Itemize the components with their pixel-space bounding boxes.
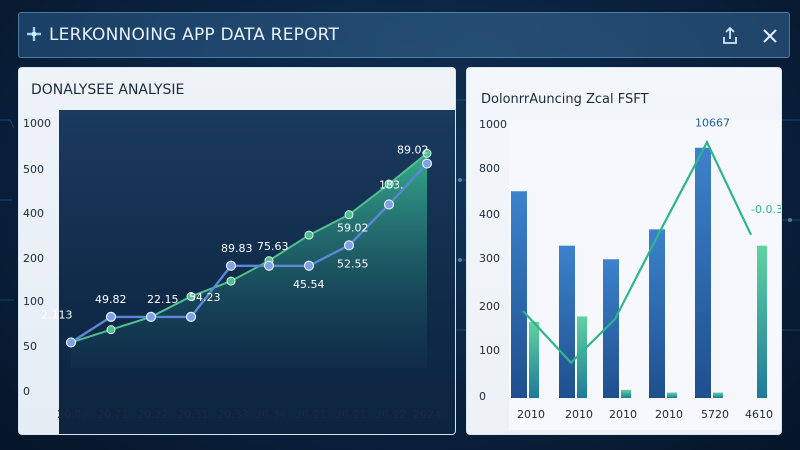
area-fill bbox=[71, 153, 427, 368]
x-tick-label: 2010 bbox=[565, 408, 593, 421]
data-point-green bbox=[344, 210, 354, 220]
y-tick-label: 500 bbox=[23, 163, 44, 176]
line-chart-title: DONALYSEE ANALYSIE bbox=[31, 82, 185, 98]
bar-green bbox=[577, 316, 587, 398]
data-point-blue bbox=[383, 199, 395, 210]
bar-chart-title: DolonrrAuncing Zcal FSFT bbox=[481, 92, 649, 107]
y-tick-label: 400 bbox=[23, 207, 44, 220]
data-point-blue bbox=[263, 260, 275, 271]
data-label: 52.55 bbox=[337, 257, 369, 270]
data-label: 75.63 bbox=[257, 240, 289, 253]
trend-line bbox=[522, 139, 752, 365]
y-tick-label: 400 bbox=[479, 208, 500, 221]
y-tick-label: 1000 bbox=[479, 118, 507, 131]
data-point-green bbox=[304, 230, 314, 240]
data-point-blue bbox=[225, 260, 237, 271]
data-point-blue bbox=[145, 311, 157, 322]
bar-chart-panel: DolonrrAuncing Zcal FSFT 1000 800 400 300 20… bbox=[466, 67, 782, 435]
y-tick-label: 800 bbox=[479, 162, 500, 175]
y-tick-label: 0 bbox=[479, 390, 486, 403]
data-label: 45.54 bbox=[293, 278, 325, 291]
y-tick-label: 200 bbox=[479, 300, 500, 313]
bar-green bbox=[757, 245, 767, 398]
data-label: 22.15 bbox=[147, 293, 179, 306]
x-tick-label: 20.22 bbox=[137, 408, 169, 421]
bar-blue bbox=[511, 191, 527, 398]
data-point-green bbox=[384, 179, 394, 189]
data-point-blue bbox=[343, 240, 355, 251]
data-point-green bbox=[106, 325, 116, 335]
x-tick-label: 5720 bbox=[701, 408, 729, 421]
data-point-blue bbox=[65, 337, 77, 348]
x-tick-label: 20.21 bbox=[335, 408, 367, 421]
data-point-blue bbox=[303, 260, 315, 271]
x-tick-label: 2010 bbox=[655, 408, 683, 421]
x-tick-label: 2010 bbox=[609, 408, 637, 421]
data-point-blue bbox=[105, 311, 117, 322]
bar-blue bbox=[559, 245, 575, 398]
x-tick-label: 20.34 bbox=[255, 408, 287, 421]
window-title: LERKONNOING APP DATA REPORT bbox=[49, 25, 340, 45]
data-label: 2.113 bbox=[41, 308, 73, 321]
data-label: 10667 bbox=[695, 116, 730, 129]
y-tick-label: 100 bbox=[479, 344, 500, 357]
bar-blue bbox=[603, 259, 619, 398]
data-label: 54.23 bbox=[189, 291, 221, 304]
close-icon[interactable] bbox=[759, 25, 781, 47]
data-label: 59.02 bbox=[337, 221, 369, 234]
data-label: 183. bbox=[379, 178, 404, 191]
bar-green bbox=[621, 389, 631, 398]
bar-blue bbox=[649, 229, 665, 398]
y-tick-label: 50 bbox=[23, 340, 37, 353]
share-icon[interactable] bbox=[719, 25, 741, 47]
series-line-blue bbox=[70, 162, 428, 344]
x-tick-label: 20.22 bbox=[375, 408, 407, 421]
data-label: 49.82 bbox=[95, 293, 127, 306]
series-line-green bbox=[70, 152, 428, 344]
line-chart-panel: DONALYSEE ANALYSIE 1000 500 400 200 100 50 0 20… bbox=[18, 67, 456, 435]
bar-green bbox=[529, 321, 539, 398]
y-tick-label: 200 bbox=[23, 252, 44, 265]
x-tick-label: 2024 bbox=[413, 408, 441, 421]
title-bar: LERKONNOING APP DATA REPORT bbox=[18, 12, 790, 58]
x-tick-label: 2010 bbox=[517, 408, 545, 421]
bar-green bbox=[667, 392, 677, 398]
y-tick-label: 100 bbox=[23, 295, 44, 308]
bar-plot-area bbox=[509, 120, 781, 430]
y-tick-label: 1000 bbox=[23, 117, 51, 130]
x-tick-label: 20.21 bbox=[295, 408, 327, 421]
data-label: 89.02 bbox=[397, 144, 429, 157]
plus-logo-icon bbox=[27, 27, 41, 41]
bar-blue bbox=[695, 147, 711, 398]
data-point-green bbox=[226, 276, 236, 286]
data-label: -0.0.3 bbox=[751, 203, 782, 216]
data-point-green bbox=[186, 291, 196, 301]
x-tick-label: 20.71 bbox=[97, 408, 129, 421]
x-tick-label: 20.31 bbox=[177, 408, 209, 421]
y-tick-label: 300 bbox=[479, 252, 500, 265]
x-tick-label: 20.33 bbox=[217, 408, 249, 421]
x-tick-label: 4610 bbox=[745, 408, 773, 421]
x-tick-label: 20.09 bbox=[57, 408, 89, 421]
data-label: 89.83 bbox=[221, 242, 253, 255]
data-point-blue bbox=[185, 311, 197, 322]
data-point-green bbox=[422, 148, 432, 158]
y-tick-label: 0 bbox=[23, 385, 30, 398]
bar-green bbox=[713, 392, 723, 398]
data-point-blue bbox=[421, 158, 433, 169]
